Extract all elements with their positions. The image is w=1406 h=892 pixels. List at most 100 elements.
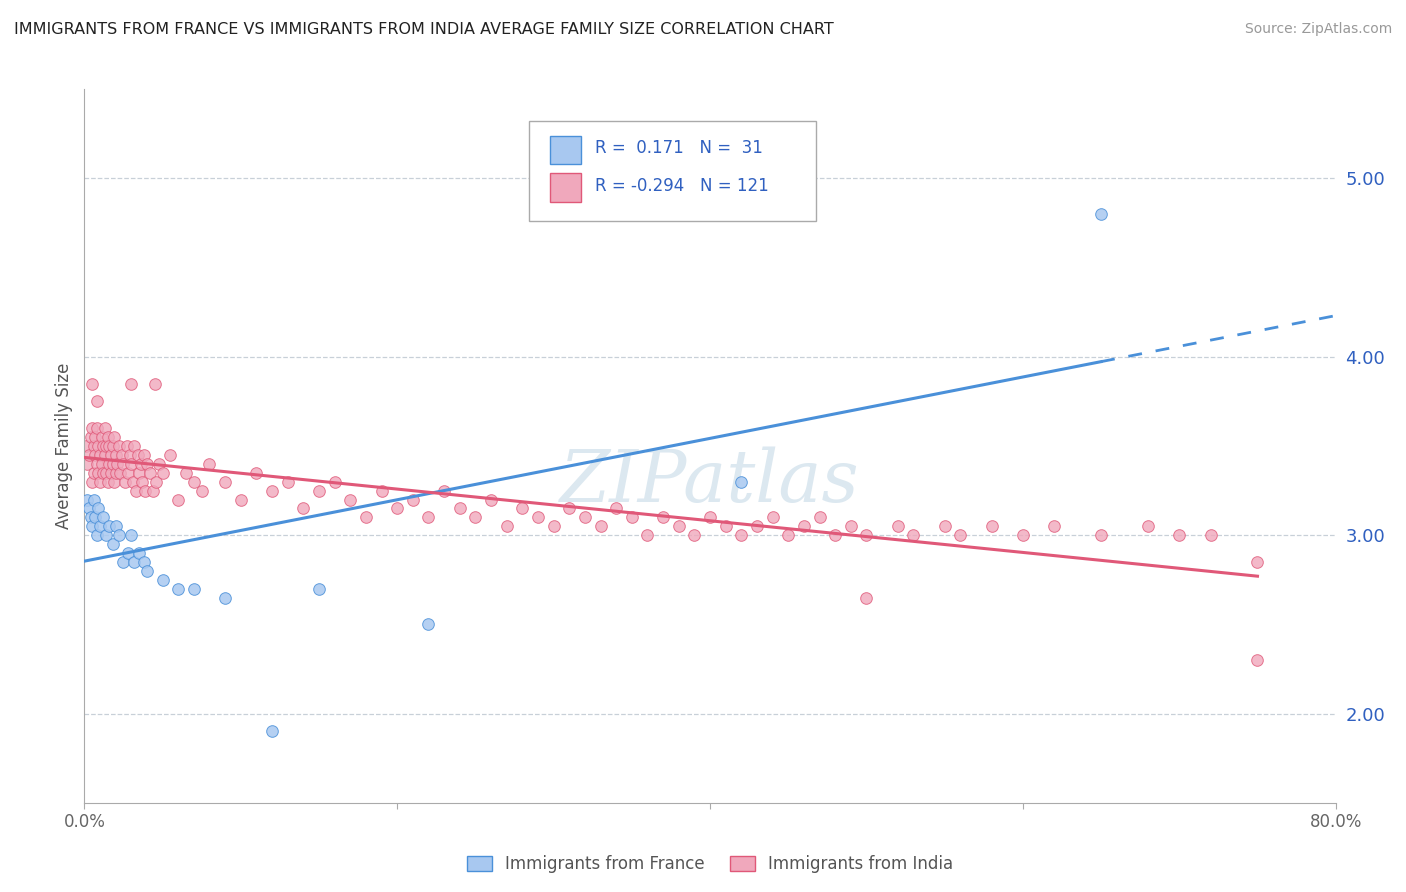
Point <box>124 555 146 569</box>
Point <box>214 475 236 489</box>
Point <box>127 448 149 462</box>
Point <box>82 475 104 489</box>
Point <box>1137 519 1160 533</box>
Bar <box>550 136 581 164</box>
Point <box>101 457 124 471</box>
Point <box>121 475 143 489</box>
Point <box>574 510 596 524</box>
Point <box>128 466 150 480</box>
Point <box>730 528 752 542</box>
Point <box>143 376 166 391</box>
Point <box>730 475 752 489</box>
Point <box>111 448 134 462</box>
Point <box>1090 528 1112 542</box>
Point <box>699 510 721 524</box>
Point <box>87 466 110 480</box>
Point <box>84 448 107 462</box>
Point <box>75 439 97 453</box>
Text: R =  0.171   N =  31: R = 0.171 N = 31 <box>595 139 763 157</box>
Text: Source: ZipAtlas.com: Source: ZipAtlas.com <box>1244 22 1392 37</box>
Point <box>98 457 121 471</box>
Y-axis label: Average Family Size: Average Family Size <box>55 363 73 529</box>
Point <box>495 519 517 533</box>
Point <box>145 475 167 489</box>
Point <box>112 457 135 471</box>
Point <box>292 501 315 516</box>
Point <box>339 492 361 507</box>
Bar <box>550 173 581 202</box>
Text: IMMIGRANTS FROM FRANCE VS IMMIGRANTS FROM INDIA AVERAGE FAMILY SIZE CORRELATION : IMMIGRANTS FROM FRANCE VS IMMIGRANTS FRO… <box>14 22 834 37</box>
Point <box>96 466 118 480</box>
Point <box>174 466 197 480</box>
Point <box>86 457 108 471</box>
Point <box>354 510 377 524</box>
Point <box>97 475 120 489</box>
Point <box>96 439 118 453</box>
Point <box>652 510 675 524</box>
Point <box>86 421 108 435</box>
Point <box>120 376 142 391</box>
Point <box>129 457 152 471</box>
Point <box>93 421 115 435</box>
Point <box>152 466 174 480</box>
Point <box>76 457 98 471</box>
Point <box>112 555 135 569</box>
Point <box>793 519 815 533</box>
Point <box>90 430 112 444</box>
Point <box>903 528 925 542</box>
Point <box>152 573 174 587</box>
Point <box>245 466 267 480</box>
Point <box>100 466 122 480</box>
Point <box>76 492 98 507</box>
Point <box>107 528 129 542</box>
Point <box>101 439 124 453</box>
Point <box>778 528 800 542</box>
Point <box>142 483 165 498</box>
Point <box>148 457 170 471</box>
Point <box>103 430 125 444</box>
Point <box>277 475 299 489</box>
Point <box>136 564 159 578</box>
Point <box>136 457 159 471</box>
Point <box>167 492 190 507</box>
Point <box>93 448 115 462</box>
Point <box>385 501 409 516</box>
Point <box>103 475 125 489</box>
Point <box>1246 555 1268 569</box>
Point <box>82 421 104 435</box>
Point <box>308 582 330 596</box>
Point <box>512 501 534 516</box>
Point <box>589 519 612 533</box>
Point <box>79 430 101 444</box>
Point <box>934 519 956 533</box>
Point <box>87 501 110 516</box>
Point <box>433 483 456 498</box>
Point <box>91 510 114 524</box>
Point <box>98 519 121 533</box>
Point <box>132 448 155 462</box>
Point <box>84 430 107 444</box>
Point <box>115 439 138 453</box>
Point <box>402 492 425 507</box>
Legend: Immigrants from France, Immigrants from India: Immigrants from France, Immigrants from … <box>460 849 960 880</box>
Point <box>308 483 330 498</box>
Point <box>104 519 127 533</box>
Point <box>83 492 105 507</box>
Point <box>949 528 972 542</box>
Point <box>479 492 502 507</box>
Point <box>96 528 118 542</box>
Point <box>131 475 153 489</box>
Point <box>449 501 471 516</box>
Point <box>190 483 212 498</box>
Point <box>128 546 150 560</box>
Point <box>107 439 129 453</box>
Point <box>120 457 142 471</box>
Point <box>83 439 105 453</box>
Point <box>262 724 284 739</box>
Point <box>668 519 690 533</box>
Point <box>418 510 440 524</box>
Point <box>82 519 104 533</box>
Point <box>464 510 486 524</box>
Point <box>183 475 205 489</box>
Point <box>90 457 112 471</box>
